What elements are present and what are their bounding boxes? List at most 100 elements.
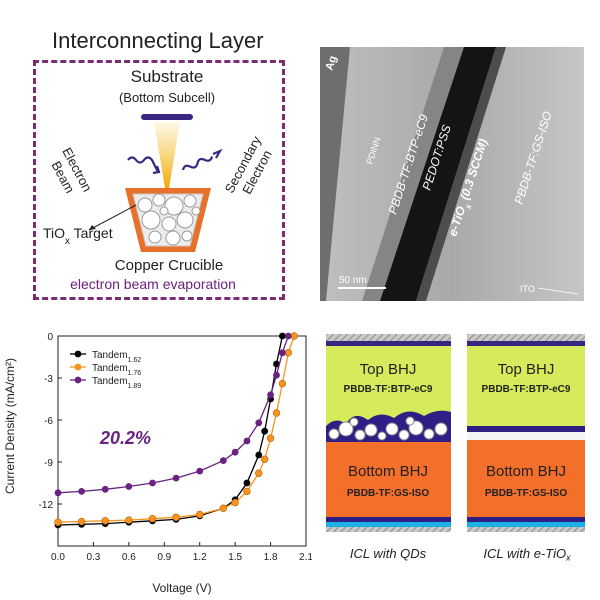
bottom-bhj-layer bbox=[326, 442, 451, 517]
data-point bbox=[101, 517, 109, 525]
y-tick-label: -9 bbox=[44, 458, 53, 469]
top-transport-layer bbox=[467, 341, 585, 346]
tem-cross-section: Ag PDINN PBDB-TF:BTP-eC9 PEDOT:PSS e-TiO… bbox=[320, 47, 584, 301]
data-point bbox=[273, 371, 280, 379]
x-axis-label: Voltage (V) bbox=[152, 581, 211, 595]
top-transport-layer bbox=[326, 341, 451, 346]
bottom-transport-layer bbox=[326, 517, 451, 522]
stack-qd: Top BHJ PBDB-TF:BTP-eC9 Bottom BHJ PBDB-… bbox=[326, 334, 451, 532]
glass-layer bbox=[326, 527, 451, 532]
jv-axes: 0.0 0.3 0.6 0.9 1.2 1.5 1.8 2.1 0 -3 -6 -9 -12 bbox=[39, 332, 312, 563]
x-tick-label: 1.2 bbox=[193, 552, 207, 563]
icl-layer bbox=[467, 426, 585, 432]
legend-marker bbox=[74, 376, 82, 384]
data-point bbox=[255, 419, 263, 427]
data-point bbox=[255, 469, 263, 477]
bottom-subcell-label: (Bottom Subcell) bbox=[119, 90, 215, 105]
quantum-dots bbox=[328, 416, 448, 441]
x-tick-label: 0.9 bbox=[157, 552, 171, 563]
data-point bbox=[266, 434, 275, 442]
data-point bbox=[243, 479, 251, 487]
stack-qd-bottom-material: PBDB-TF:GS-ISO bbox=[347, 488, 429, 499]
data-point bbox=[149, 479, 156, 487]
glass-layer bbox=[467, 527, 585, 532]
stack-etiox-top-title: Top BHJ bbox=[498, 361, 555, 378]
tem-label-ito: ITO bbox=[520, 284, 535, 294]
icl-schematic-frame bbox=[33, 60, 285, 300]
efficiency-annotation: 20.2% bbox=[99, 428, 151, 448]
data-point bbox=[78, 488, 86, 495]
stack-qd-bottom-title: Bottom BHJ bbox=[348, 463, 428, 480]
bottom-bhj-layer bbox=[467, 440, 585, 517]
legend-label: Tandem1.62 bbox=[92, 350, 141, 364]
data-point bbox=[125, 516, 133, 524]
icl-title: Interconnecting Layer bbox=[52, 28, 264, 53]
data-point bbox=[260, 455, 269, 463]
target-label: TiOx Target bbox=[43, 225, 113, 247]
electrode-top bbox=[326, 334, 451, 341]
evaporation-schematic: Substrate (Bottom Subcell) Electron Beam… bbox=[43, 67, 275, 292]
data-point bbox=[77, 517, 86, 526]
y-tick-label: 0 bbox=[47, 332, 53, 343]
plot-frame bbox=[57, 335, 307, 547]
legend-label: Tandem1.76 bbox=[92, 363, 141, 377]
data-point bbox=[273, 360, 280, 368]
data-point bbox=[278, 332, 286, 340]
secondary-arrow-icon bbox=[212, 148, 223, 159]
tem-scale-bar bbox=[338, 287, 386, 289]
ito-layer bbox=[467, 522, 585, 527]
data-point bbox=[290, 332, 298, 340]
stack-qd-top-title: Top BHJ bbox=[360, 361, 417, 378]
substrate-plate bbox=[141, 114, 193, 120]
legend-label: Tandem1.89 bbox=[92, 376, 141, 390]
stack-etiox-top-material: PBDB-TF:BTP-eC9 bbox=[482, 384, 571, 395]
y-tick-label: -3 bbox=[44, 374, 53, 385]
data-point bbox=[231, 448, 239, 456]
data-point bbox=[278, 349, 286, 357]
caption-etiox-prefix: ICL with e-TiO bbox=[483, 546, 567, 561]
stack-etiox: Top BHJ PBDB-TF:BTP-eC9 Bottom BHJ PBDB-… bbox=[467, 334, 585, 532]
data-point bbox=[54, 489, 62, 497]
crucible-label: Copper Crucible bbox=[115, 257, 223, 274]
tem-label-ag: Ag bbox=[323, 54, 339, 72]
ito-layer bbox=[326, 522, 451, 527]
data-point bbox=[172, 474, 180, 482]
y-tick-label: -12 bbox=[39, 500, 54, 511]
data-point bbox=[255, 451, 263, 459]
data-point bbox=[261, 427, 269, 435]
x-tick-label: 0.6 bbox=[122, 552, 136, 563]
data-point bbox=[284, 332, 292, 340]
data-point bbox=[231, 498, 239, 507]
data-point bbox=[267, 391, 274, 399]
data-point bbox=[54, 518, 62, 526]
x-tick-label: 2.1 bbox=[299, 552, 312, 563]
data-point bbox=[125, 483, 133, 490]
method-label: electron beam evaporation bbox=[70, 276, 236, 292]
vapor-plume bbox=[154, 122, 180, 188]
legend-marker bbox=[74, 363, 82, 371]
caption-etiox: ICL with e-TiOx bbox=[459, 546, 595, 563]
data-point bbox=[272, 409, 281, 417]
x-tick-label: 1.8 bbox=[264, 552, 278, 563]
data-point bbox=[243, 487, 251, 496]
etiox-edge bbox=[416, 47, 506, 301]
x-tick-label: 0.0 bbox=[51, 552, 65, 563]
caption-qd: ICL with QDs bbox=[349, 546, 427, 561]
stack-etiox-bottom-title: Bottom BHJ bbox=[486, 463, 566, 480]
tem-scale-label: 50 nm bbox=[339, 275, 367, 286]
data-point bbox=[219, 457, 227, 464]
legend-marker bbox=[74, 350, 82, 358]
data-point bbox=[278, 379, 287, 388]
top-bhj-layer bbox=[467, 346, 585, 426]
data-point bbox=[219, 504, 228, 512]
y-tick-label: -6 bbox=[44, 416, 53, 427]
jv-series-group bbox=[54, 332, 298, 529]
substrate-label: Substrate bbox=[131, 67, 204, 86]
data-point bbox=[148, 515, 157, 523]
ag-layer bbox=[320, 47, 350, 301]
y-axis-label: Current Density (mA/cm²) bbox=[3, 358, 17, 494]
etiox-band bbox=[380, 47, 496, 301]
jv-chart: 0.0 0.3 0.6 0.9 1.2 1.5 1.8 2.1 0 -3 -6 -9 -12 Tande… bbox=[3, 332, 312, 595]
electrode-top bbox=[467, 334, 585, 341]
data-point bbox=[172, 513, 180, 522]
